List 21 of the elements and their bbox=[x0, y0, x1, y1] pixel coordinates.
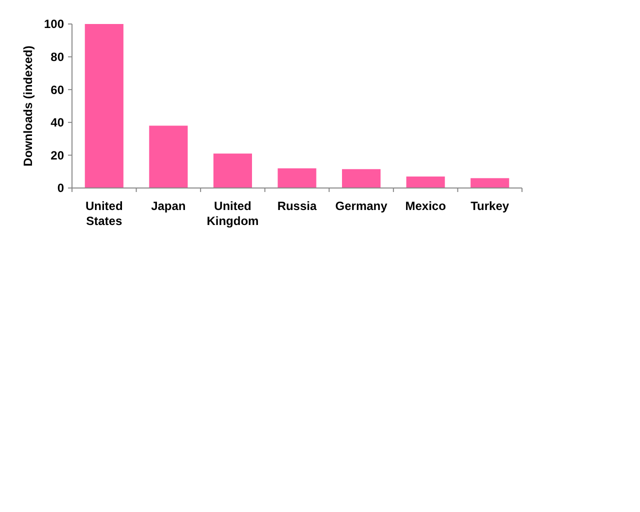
x-tick-label: United Kingdom bbox=[206, 199, 259, 228]
x-tick-label: Turkey bbox=[470, 199, 510, 213]
bar bbox=[278, 168, 316, 188]
y-tick-label: 80 bbox=[50, 50, 64, 64]
y-tick-label: 20 bbox=[50, 148, 64, 162]
bar bbox=[470, 178, 510, 188]
y-tick-label: 60 bbox=[50, 82, 64, 97]
bar bbox=[213, 154, 252, 188]
y-tick-label: 0 bbox=[57, 181, 64, 196]
y-axis-title: Downloads (indexed) bbox=[21, 46, 35, 166]
bar bbox=[84, 24, 124, 188]
bar bbox=[342, 169, 381, 188]
x-tick-label: Japan bbox=[151, 199, 186, 213]
x-tick-label: Russia bbox=[277, 199, 317, 213]
bar bbox=[406, 176, 445, 188]
y-tick-label: 100 bbox=[44, 17, 64, 32]
y-tick-label: 40 bbox=[50, 116, 64, 130]
x-tick-label: Mexico bbox=[405, 199, 446, 213]
x-tick-label: United States bbox=[85, 199, 123, 228]
bar bbox=[149, 126, 188, 188]
x-tick-label: Germany bbox=[335, 199, 388, 213]
